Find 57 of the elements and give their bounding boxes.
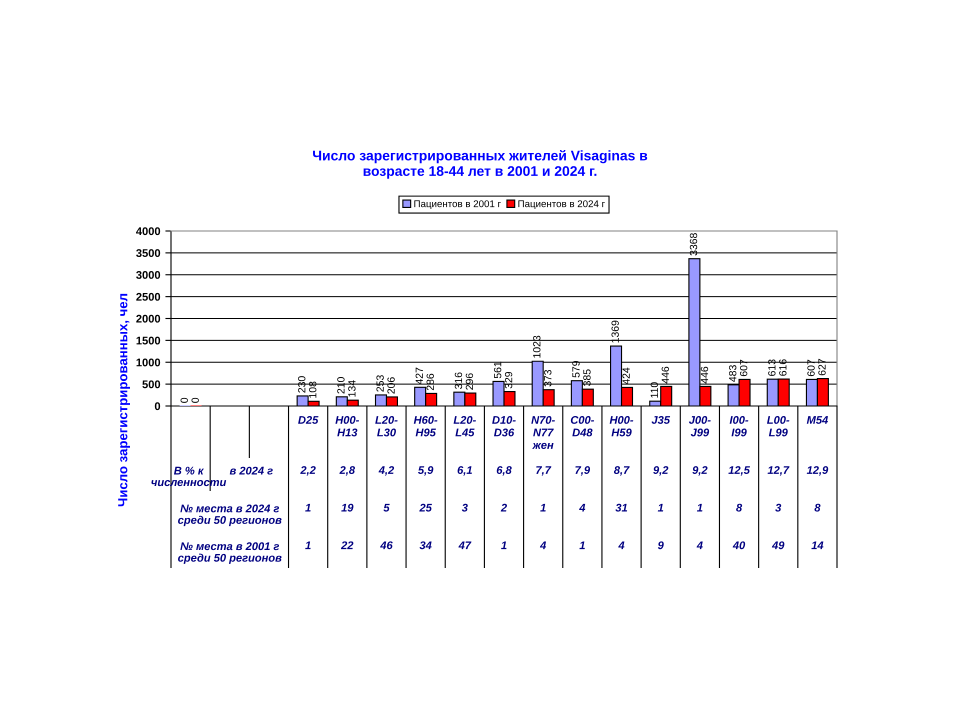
data-label: 616 — [779, 359, 787, 376]
category-label: C00- D48 7,9 4 1 — [570, 416, 594, 550]
category-label: L20- L30 4,2 5 46 — [375, 416, 398, 550]
category-label: L20- L45 6,1 3 47 — [454, 416, 476, 550]
y-tick-label: 3000 — [136, 271, 160, 279]
data-label: 446 — [662, 366, 669, 384]
category-label: N70- N77 жен 7,7 1 4 — [531, 416, 555, 550]
y-tick-label: 500 — [142, 380, 160, 388]
data-label: 446 — [700, 366, 708, 384]
data-label: 3368 — [690, 233, 698, 256]
data-label: 108 — [309, 382, 316, 398]
text: № места в 2024 г среди 50 регионов — [178, 504, 282, 526]
data-label: 607 — [807, 360, 815, 376]
data-label: 627 — [818, 358, 826, 376]
data-label: 230 — [298, 376, 306, 393]
y-tick-label: 0 — [154, 402, 160, 410]
chart-title: Число зарегистрированных жителей Visaginas в возрасте 18-44 лет в 2001 и 2024 г. — [313, 150, 648, 179]
y-tick-label: 1500 — [136, 336, 160, 345]
text: в 2024 г — [230, 466, 273, 475]
data-label: 561 — [494, 362, 502, 378]
data-label: 385 — [583, 369, 591, 386]
category-label: J35 9,2 1 9 — [652, 416, 670, 550]
data-label: 134 — [348, 380, 356, 397]
data-label: 427 — [416, 368, 423, 384]
category-label: H60- H95 5,9 25 34 — [414, 416, 438, 550]
data-label: 373 — [544, 370, 552, 387]
category-label: D10- D36 6,8 2 1 — [492, 416, 516, 550]
y-tick-label: 1000 — [136, 358, 160, 366]
text: № места в 2001 г среди 50 регионов — [178, 542, 282, 564]
y-axis-title: Число зарегистрированных, чел — [118, 294, 130, 506]
category-label: D25 2,2 1 1 — [298, 416, 318, 550]
y-tick-label: 4000 — [136, 227, 160, 236]
category-label: J00- J99 9,2 1 4 — [688, 416, 711, 550]
category-label: I00- I99 12,5 8 40 — [728, 416, 750, 550]
category-label: L00- L99 12,7 3 49 — [767, 416, 790, 550]
data-label: 0 — [191, 398, 199, 403]
category-label: H00- H59 8,7 31 4 — [610, 416, 634, 550]
data-label: 579 — [572, 361, 580, 378]
data-label: 296 — [466, 373, 474, 390]
legend-label: Пациентов в 2024 г — [518, 200, 605, 210]
y-tick-label: 2500 — [136, 292, 160, 301]
data-label: 0 — [180, 398, 188, 403]
data-label: 613 — [768, 359, 776, 376]
legend-label: Пациентов в 2001 г — [414, 200, 501, 210]
data-label: 206 — [387, 377, 395, 394]
data-label: 483 — [728, 365, 736, 382]
y-tick-label: 3500 — [136, 249, 160, 258]
data-label: 1023 — [533, 336, 540, 358]
category-label: H00- H13 2,8 19 22 — [335, 416, 360, 550]
data-label: 110 — [650, 382, 658, 398]
y-tick-label: 2000 — [136, 314, 160, 323]
data-label: 253 — [376, 375, 384, 392]
data-label: 424 — [622, 368, 630, 384]
category-label: M54 12,9 8 14 — [806, 416, 828, 550]
data-label: 286 — [426, 374, 434, 390]
data-label: 316 — [454, 372, 462, 389]
data-label: 210 — [337, 377, 345, 394]
